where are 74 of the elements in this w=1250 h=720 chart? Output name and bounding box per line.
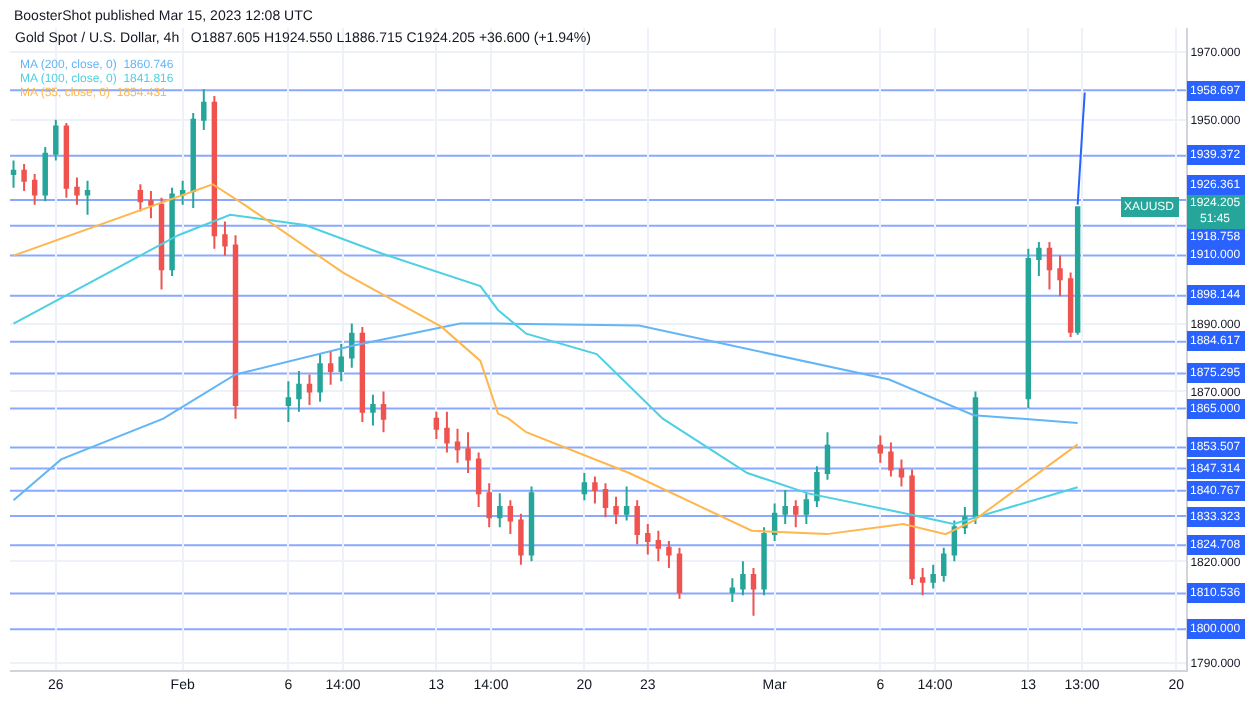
candlestick xyxy=(888,441,894,478)
candlestick xyxy=(444,410,450,454)
candlestick xyxy=(380,390,387,434)
candlestick xyxy=(359,325,366,424)
candlestick xyxy=(285,380,292,424)
candlestick xyxy=(232,234,239,420)
candlestick xyxy=(623,485,630,522)
candlestick xyxy=(803,492,810,525)
candlestick xyxy=(349,322,355,369)
candlestick xyxy=(137,183,144,213)
candlestick xyxy=(676,546,683,600)
candlestick xyxy=(941,546,947,583)
candlestick xyxy=(898,458,905,488)
candlestick xyxy=(761,526,767,597)
candlestick xyxy=(179,179,186,206)
candlestick xyxy=(1057,254,1063,298)
candlestick xyxy=(1025,247,1032,410)
candlestick xyxy=(1074,205,1081,336)
candlestick xyxy=(782,488,788,525)
candlestick xyxy=(63,122,70,199)
candlestick xyxy=(919,567,926,597)
candlestick xyxy=(296,370,302,413)
candlestick xyxy=(740,560,746,597)
candlestick xyxy=(317,353,323,403)
candlestick xyxy=(201,88,207,131)
candlestick xyxy=(327,349,334,386)
candlestick xyxy=(31,173,38,206)
candlestick xyxy=(824,431,831,481)
candlestick xyxy=(972,390,979,525)
candlestick xyxy=(655,529,662,563)
candlestick xyxy=(190,111,196,210)
candlestick xyxy=(21,162,27,193)
candlestick xyxy=(729,577,736,604)
candlestick xyxy=(211,94,218,250)
candlestick xyxy=(528,485,535,563)
candlestick xyxy=(518,512,524,566)
candlestick xyxy=(53,118,59,162)
candlestick xyxy=(877,434,884,464)
candlestick xyxy=(909,468,915,587)
candlestick xyxy=(370,393,376,427)
candlestick xyxy=(454,427,461,464)
candlestick xyxy=(930,563,936,590)
line-series xyxy=(12,322,1079,502)
candlestick xyxy=(613,495,619,525)
candlestick xyxy=(486,482,492,529)
candlestick xyxy=(507,499,514,536)
candlestick xyxy=(148,190,154,220)
candlestick xyxy=(306,373,313,407)
candlestick xyxy=(771,502,778,542)
candlestick xyxy=(666,539,672,570)
candlestick xyxy=(74,176,80,206)
candlestick xyxy=(951,519,958,563)
candlestick xyxy=(645,522,651,556)
candlestick xyxy=(475,451,482,508)
candlestick xyxy=(158,196,165,291)
candlestick xyxy=(592,475,598,505)
candlestick xyxy=(10,159,17,189)
candlestick xyxy=(338,342,344,383)
candlestick xyxy=(222,220,228,257)
candlestick xyxy=(634,499,640,546)
candlestick xyxy=(581,471,588,502)
candlestick xyxy=(750,567,757,617)
candlestick xyxy=(1067,271,1074,339)
candlestick xyxy=(814,465,820,508)
candlestick xyxy=(497,492,503,529)
candlestick xyxy=(465,431,471,474)
candlestick xyxy=(1046,241,1053,291)
candlestick xyxy=(1036,241,1042,277)
candlestick xyxy=(169,186,175,277)
candlestick xyxy=(42,145,48,203)
candlestick xyxy=(433,410,440,441)
candlestick xyxy=(793,499,799,529)
candlestick xyxy=(602,482,609,519)
candlestick xyxy=(84,179,91,216)
